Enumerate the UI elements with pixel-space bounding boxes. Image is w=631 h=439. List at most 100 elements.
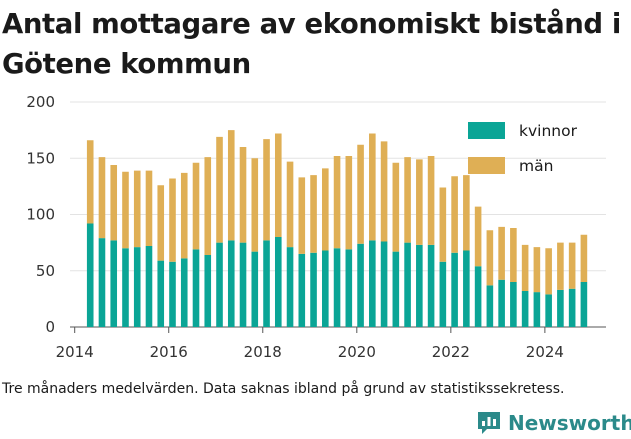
legend-swatch — [468, 122, 505, 139]
bar-kvinnor — [380, 241, 388, 327]
bar-kvinnor — [463, 250, 470, 327]
brand-name: Newsworthy — [508, 411, 631, 435]
bar-kvinnor — [180, 258, 188, 327]
bar-män — [404, 157, 411, 243]
bar-män — [392, 162, 400, 252]
y-tick-label: 150 — [26, 149, 55, 167]
bar-män — [486, 230, 494, 286]
bar-män — [451, 176, 458, 253]
legend-swatch — [468, 157, 505, 174]
bar-chart-speech-bubble-icon — [478, 412, 500, 434]
bar-män — [145, 170, 153, 246]
bar-män — [557, 242, 564, 290]
bar-män — [251, 158, 259, 252]
bar-kvinnor — [439, 261, 447, 327]
legend-label: män — [519, 157, 553, 175]
bar-kvinnor — [486, 285, 494, 327]
bar-kvinnor — [122, 248, 129, 327]
bar-män — [110, 165, 118, 241]
bar-kvinnor — [98, 238, 106, 327]
bar-män — [216, 136, 223, 243]
bar-män — [133, 170, 141, 248]
bar-män — [157, 185, 165, 261]
y-tick-label: 200 — [26, 93, 55, 111]
bar-kvinnor — [533, 292, 541, 327]
bar-män — [204, 157, 212, 255]
bar-kvinnor — [204, 255, 212, 327]
bar-män — [427, 156, 435, 245]
bar-män — [322, 168, 329, 251]
bar-män — [86, 140, 94, 224]
bar-män — [98, 157, 106, 239]
bar-män — [310, 175, 317, 253]
bar-kvinnor — [192, 249, 200, 327]
bar-kvinnor — [239, 242, 247, 327]
bar-kvinnor — [580, 282, 588, 327]
chart: 0 50 100 150 200 2014 2016 2018 2020 2022 2024 kv… — [26, 93, 606, 361]
bar-kvinnor — [286, 247, 294, 327]
bar-män — [580, 234, 588, 282]
bar-män — [298, 177, 306, 254]
bar-kvinnor — [322, 250, 329, 327]
bar-kvinnor — [133, 247, 141, 327]
bar-kvinnor — [274, 237, 282, 327]
bar-män — [369, 133, 376, 241]
bar-kvinnor — [310, 252, 317, 327]
bar-kvinnor — [263, 240, 270, 327]
bar-kvinnor — [416, 244, 423, 327]
x-tick-label: 2016 — [150, 343, 188, 361]
bar-kvinnor — [474, 266, 482, 327]
bar-män — [263, 139, 270, 241]
x-tick-label: 2014 — [56, 343, 94, 361]
x-tick-label: 2018 — [244, 343, 282, 361]
bar-män — [416, 159, 423, 245]
bar-kvinnor — [227, 240, 235, 327]
bar-män — [357, 144, 364, 244]
bar-kvinnor — [427, 244, 435, 327]
bar-kvinnor — [545, 294, 552, 327]
y-tick-label: 50 — [36, 262, 55, 280]
bar-kvinnor — [216, 242, 223, 327]
bar-kvinnor — [345, 249, 353, 327]
y-tick-label: 100 — [26, 206, 55, 224]
bar-män — [122, 171, 129, 249]
bar-män — [286, 161, 294, 248]
bar-kvinnor — [498, 279, 505, 327]
bar-män — [333, 156, 341, 249]
footnote: Tre månaders medelvärden. Data saknas ib… — [2, 381, 565, 397]
bar-kvinnor — [369, 240, 376, 327]
bar-män — [521, 244, 529, 291]
bar-män — [227, 130, 235, 241]
bar-kvinnor — [557, 289, 564, 327]
bar-män — [192, 162, 200, 250]
brand-logo[interactable]: Newsworthy — [476, 408, 631, 438]
bars — [86, 130, 588, 327]
bar-män — [498, 226, 505, 280]
bar-män — [345, 156, 353, 250]
bar-kvinnor — [521, 291, 529, 327]
x-tick-label: 2020 — [338, 343, 376, 361]
bar-kvinnor — [298, 253, 306, 327]
bar-män — [568, 242, 576, 289]
legend: kvinnor män — [468, 122, 578, 175]
x-axis: 2014 2016 2018 2020 2022 2024 — [56, 327, 564, 361]
bar-män — [169, 178, 176, 262]
bar-män — [474, 206, 482, 267]
bar-kvinnor — [357, 243, 364, 327]
bar-kvinnor — [86, 223, 94, 327]
bar-kvinnor — [333, 248, 341, 327]
chart-title: Antal mottagare av ekonomiskt bistånd i … — [2, 8, 621, 80]
bar-kvinnor — [568, 288, 576, 327]
bar-kvinnor — [392, 251, 400, 327]
bar-män — [533, 247, 541, 293]
bar-män — [380, 141, 388, 242]
bar-män — [510, 228, 517, 282]
bar-kvinnor — [110, 240, 118, 327]
bar-kvinnor — [157, 260, 165, 327]
bar-män — [180, 172, 188, 259]
bar-män — [463, 175, 470, 251]
y-tick-label: 0 — [45, 318, 55, 336]
y-axis: 0 50 100 150 200 — [26, 93, 55, 336]
bar-kvinnor — [251, 251, 259, 327]
x-tick-label: 2024 — [526, 343, 564, 361]
